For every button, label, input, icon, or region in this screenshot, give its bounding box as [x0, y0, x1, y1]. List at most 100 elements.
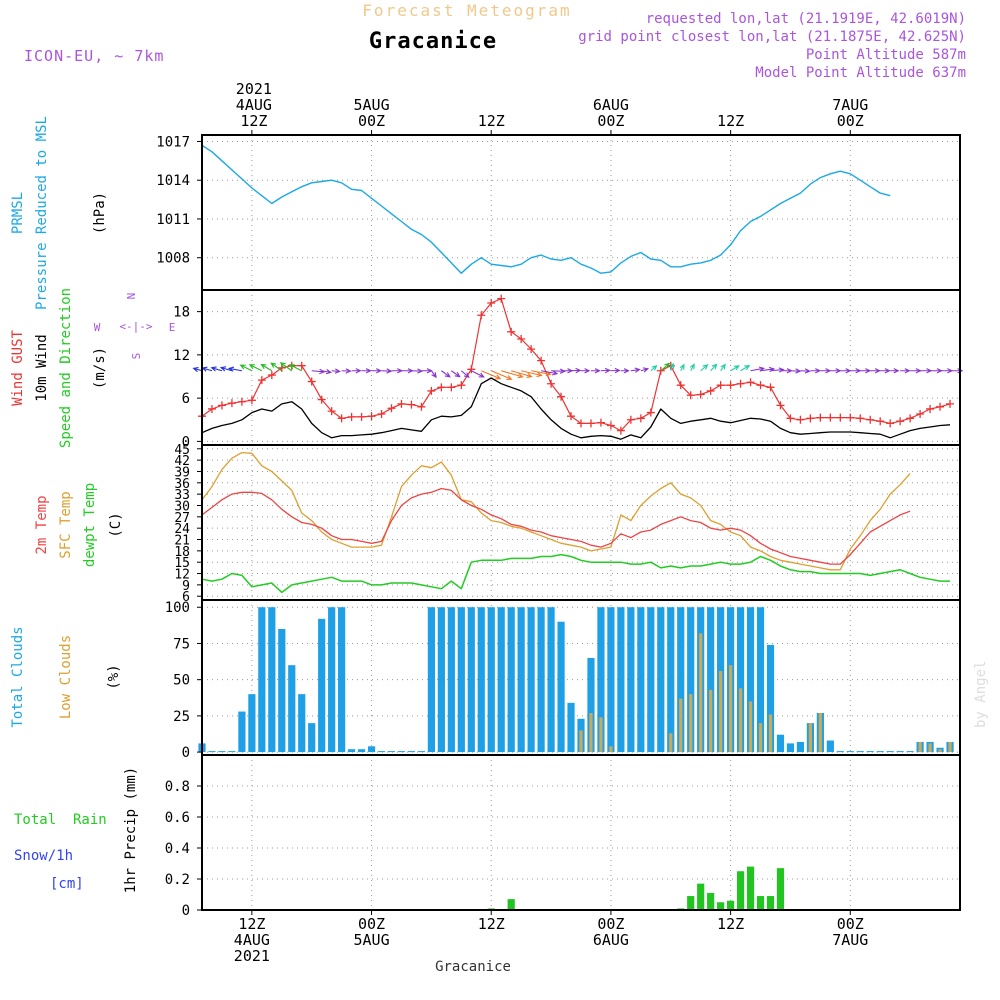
wind-direction-arrow [581, 368, 591, 374]
total-cloud-bar [527, 607, 535, 753]
rain-bar [746, 866, 755, 910]
total-cloud-bar [467, 607, 475, 753]
axes-layer: 1008101110141017061218691215182124273033… [156, 80, 961, 965]
y-tick-label: 12 [173, 348, 190, 364]
rain-bar [687, 896, 695, 910]
compass-cross: <-|-> [119, 320, 152, 333]
chart-subtitle: Forecast Meteogram [362, 1, 571, 20]
compass-s: S [130, 353, 143, 360]
cloud-panel-labels: Total Clouds Low Clouds (%) [10, 626, 122, 727]
panel-frame [201, 754, 961, 911]
compass-w: W [94, 321, 101, 334]
bottom-time-label: 12Z [238, 915, 265, 933]
compass-n: N [125, 293, 138, 300]
wind-direction-arrow [511, 370, 533, 379]
gust-marker [626, 415, 635, 424]
bottom-time-label: 00Z [358, 915, 385, 933]
gust-marker [507, 327, 516, 336]
low-cloud-bar [709, 689, 713, 753]
wind-direction-arrow [381, 368, 393, 374]
total-cloud-bar [766, 644, 775, 753]
gust-marker [886, 419, 895, 428]
gust-marker [477, 311, 486, 320]
gust-marker [227, 399, 236, 408]
pressure-label-line2: Pressure Reduced to MSL [34, 116, 50, 310]
total-cloud-bar [627, 607, 635, 753]
wind-direction-arrow [600, 367, 611, 374]
total-cloud-bar [557, 621, 565, 753]
gust-marker [487, 298, 496, 307]
credit: by Angel [973, 661, 989, 728]
gust-marker [636, 414, 645, 423]
low-cloud-bar [738, 688, 743, 753]
low-cloud-bar [928, 743, 932, 753]
total-cloud-bar [367, 746, 376, 753]
rain-bar [697, 883, 705, 910]
gust-marker [766, 383, 775, 392]
gust-marker [936, 402, 945, 411]
total-cloud-bar [477, 607, 485, 753]
wind-direction-arrow [679, 363, 685, 372]
wind-direction-arrow [371, 368, 383, 374]
low-cloud-bar [948, 741, 952, 753]
total-cloud-bar [507, 607, 515, 753]
gust-marker [297, 361, 306, 370]
wind-direction-arrow [610, 367, 621, 374]
gust-marker [686, 391, 695, 400]
total-cloud-bar [597, 607, 605, 753]
rain-bar [756, 896, 765, 910]
low-cloud-bar [818, 712, 822, 753]
top-time-label: 4AUG [236, 96, 272, 114]
gust-marker [816, 413, 825, 422]
y-tick-label: 24 [174, 522, 190, 537]
low-cloud-bar [669, 733, 673, 753]
y-tick-label: 1008 [156, 251, 190, 267]
gust-marker [916, 410, 925, 418]
gust-marker [586, 419, 595, 428]
total-cloud-bar [457, 607, 465, 753]
top-time-label: 12Z [717, 112, 744, 130]
wind-direction-arrow [810, 368, 822, 374]
low-cloud-bar [599, 717, 603, 753]
wind-direction-arrow [930, 368, 943, 374]
rain-bar [766, 896, 775, 910]
temp-panel-labels: 2m Temp SFC Temp dewpt Temp (C) [34, 483, 124, 567]
gust-marker [237, 397, 246, 406]
temp2m-label: 2m Temp [34, 495, 50, 554]
total-cloud-bar [836, 751, 844, 753]
total-cloud-bar [308, 723, 316, 753]
gust-marker [866, 415, 875, 424]
total-cloud-bar [328, 607, 336, 753]
total-cloud-bar [437, 607, 445, 753]
bottom-time-label: 6AUG [593, 931, 629, 949]
grid-point-lonlat: grid point closest lon,lat (21.1875E, 42… [578, 29, 966, 45]
total-cloud-bar [318, 618, 326, 753]
wind-direction-arrow [227, 366, 242, 372]
wind-direction-arrow [720, 363, 726, 372]
wind-direction-arrow [270, 362, 283, 372]
wind-direction-arrow [411, 368, 424, 374]
total-cloud-bar [288, 665, 296, 753]
temp2m-line [201, 487, 911, 565]
wind-direction-arrow [481, 370, 502, 380]
bottom-time-label: 00Z [837, 915, 864, 933]
low-cloud-bar [719, 670, 723, 753]
wind-direction-arrow [279, 362, 293, 372]
gust-marker [906, 414, 915, 423]
y-tick-label: 6 [182, 590, 190, 605]
top-time-label: 5AUG [353, 96, 389, 114]
gust-marker [567, 412, 576, 421]
temp-axis-unit: (C) [108, 512, 124, 537]
bottom-time-label: 00Z [597, 915, 624, 933]
wind-direction-arrow [248, 364, 263, 372]
gust-marker [736, 379, 745, 388]
y-tick-label: 21 [174, 534, 190, 549]
wind-direction-arrow [900, 368, 911, 374]
rain-legend: Total Rain [14, 812, 107, 828]
gust-marker [407, 400, 416, 409]
wind-direction-arrow [860, 368, 872, 374]
wind-direction-arrow [740, 364, 751, 372]
gust-marker [716, 381, 725, 390]
gust-marker [806, 414, 815, 423]
gust-marker [437, 383, 446, 392]
